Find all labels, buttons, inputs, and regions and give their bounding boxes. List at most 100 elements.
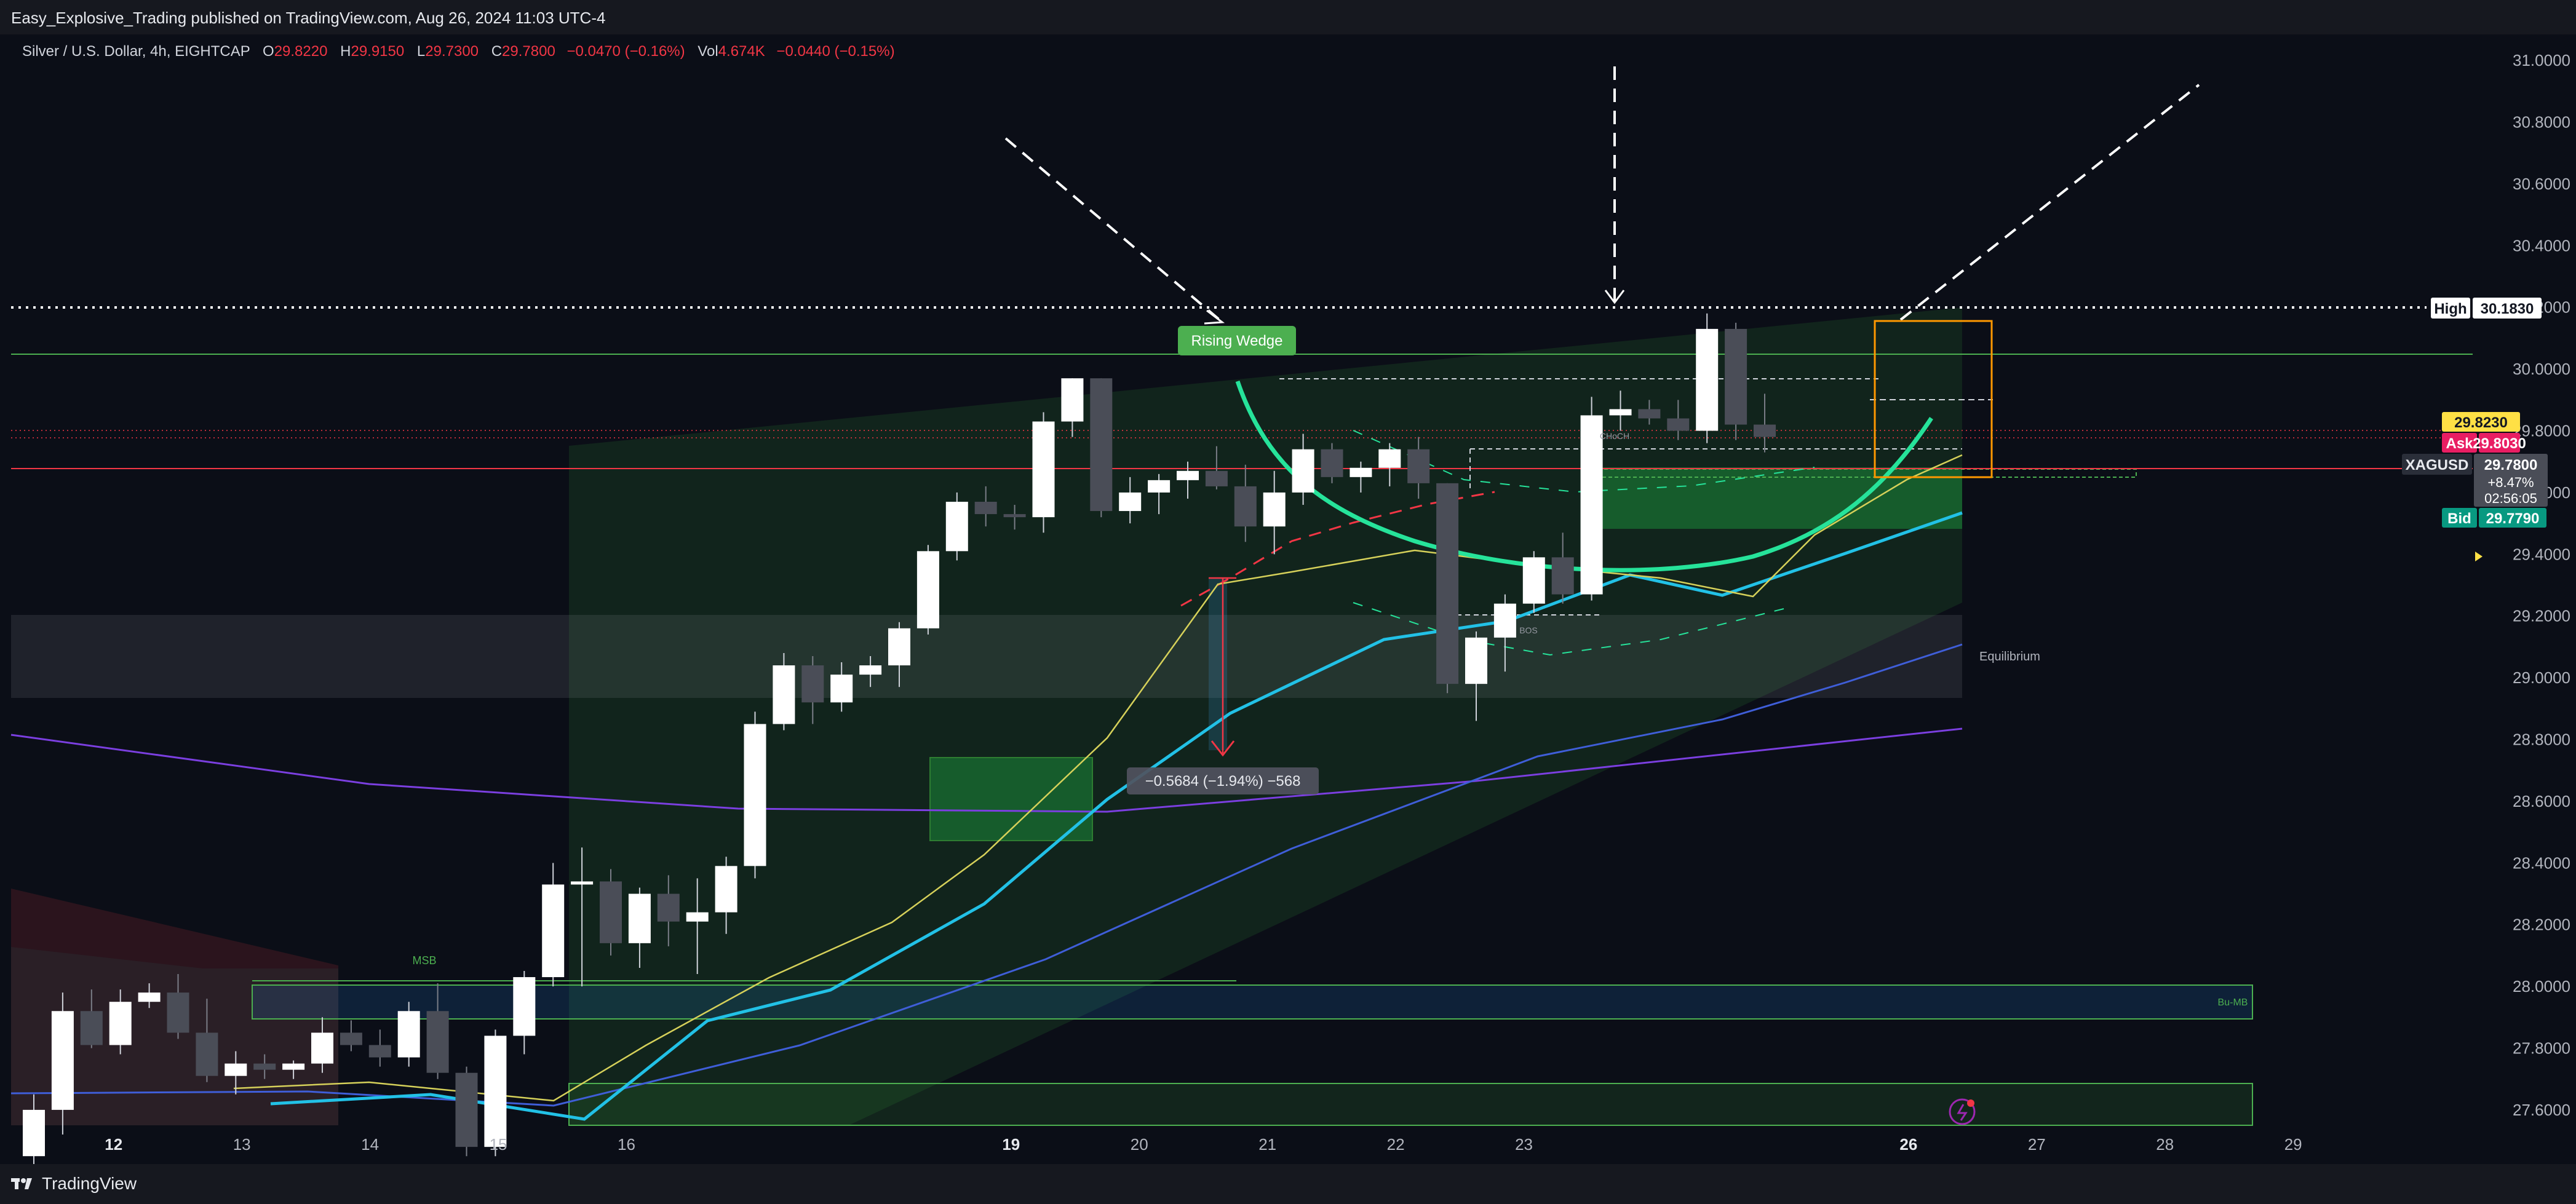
low-label: L <box>416 43 426 60</box>
candle-body-39 <box>1148 480 1171 493</box>
candle-body-57 <box>1667 418 1690 431</box>
high-value: 29.9150 <box>351 43 405 60</box>
ema-long <box>10 727 1963 813</box>
candle-body-31 <box>916 551 939 628</box>
candle-body-45 <box>1321 449 1343 477</box>
open-value: 29.8220 <box>274 43 328 60</box>
candle-body-16 <box>484 1036 507 1147</box>
tradingview-logo-icon <box>11 1178 32 1189</box>
candle-body-46 <box>1350 467 1372 477</box>
candle-body-34 <box>1003 514 1026 518</box>
measure-arrow <box>1210 740 1235 757</box>
candle-body-41 <box>1205 470 1228 486</box>
rising-wedge-badge <box>1178 326 1296 355</box>
symbol-badge-countdown: 02:56:05 <box>2484 491 2537 506</box>
last-price-badge-bg <box>2442 412 2520 432</box>
x-tick-label: 13 <box>233 1135 251 1154</box>
symbol-title: Silver / U.S. Dollar, 4h, EIGHTCAP <box>22 43 250 60</box>
candle-body-60 <box>1754 424 1776 437</box>
candle-body-10 <box>311 1032 333 1064</box>
y-tick-label: 31.0000 <box>2513 51 2570 69</box>
candle-body-22 <box>657 893 680 922</box>
candle-body-24 <box>715 866 737 913</box>
candle-body-44 <box>1292 449 1314 493</box>
ask-badge-label-bg <box>2442 433 2477 453</box>
close-label: C <box>491 43 503 60</box>
x-tick-label: 15 <box>490 1135 507 1154</box>
y-tick-label: 30.8000 <box>2513 113 2570 132</box>
candle-body-42 <box>1234 486 1257 527</box>
y-tick-label: 29.4000 <box>2513 545 2570 563</box>
x-tick-label: 26 <box>1899 1135 1917 1154</box>
candle-body-13 <box>397 1011 420 1058</box>
bullish-zone-left <box>11 947 338 1125</box>
arrow-center-head <box>1604 290 1625 304</box>
header-bar: Easy_Explosive_Trading published on Trad… <box>0 0 2576 34</box>
candle-body-8 <box>253 1063 276 1070</box>
candle-body-58 <box>1696 328 1719 431</box>
close-value: 29.7800 <box>502 43 555 60</box>
candle-body-2 <box>80 1011 103 1045</box>
symbol-badge-bg <box>2474 454 2548 507</box>
y-tick-label: 27.8000 <box>2513 1039 2570 1058</box>
candle-body-5 <box>167 992 189 1033</box>
candle-body-12 <box>368 1045 391 1058</box>
msb-label: MSB <box>412 954 436 967</box>
bu-mb-label: Bu-MB <box>2218 997 2248 1008</box>
footer-brand-name: TradingView <box>42 1174 137 1193</box>
candle-body-59 <box>1725 328 1747 425</box>
x-tick-label: 28 <box>2156 1135 2174 1154</box>
high-badge-label-bg <box>2431 298 2470 319</box>
bid-badge-label-bg <box>2442 508 2477 528</box>
candle-body-23 <box>686 912 709 922</box>
x-tick-label: 14 <box>361 1135 379 1154</box>
bid-badge-value-bg <box>2479 508 2546 528</box>
symbol-badge-label-bg <box>2402 454 2472 475</box>
y-tick-label: 30.0000 <box>2513 360 2570 378</box>
candle-body-30 <box>888 628 910 666</box>
arrow-left-head <box>1204 309 1225 325</box>
y-tick-label: 28.8000 <box>2513 731 2570 749</box>
arrow-left <box>1004 137 1222 322</box>
volume-change: −0.0440 (−0.15%) <box>776 43 895 60</box>
ohlc-legend: Silver / U.S. Dollar, 4h, EIGHTCAP O29.8… <box>22 43 895 60</box>
candle-body-6 <box>196 1032 218 1076</box>
equilibrium-band <box>11 615 1962 698</box>
footer-brand[interactable]: TradingView <box>11 1174 137 1194</box>
y-tick-label: 29.8000 <box>2513 422 2570 440</box>
y-tick-label: 30.6000 <box>2513 175 2570 193</box>
candle-body-25 <box>744 724 766 866</box>
high-badge-label: High <box>2434 301 2467 317</box>
open-label: O <box>263 43 274 60</box>
current-candle-box <box>1874 320 1993 478</box>
candle-body-38 <box>1119 492 1142 512</box>
candle-body-27 <box>801 665 824 703</box>
candle-body-1 <box>51 1011 74 1110</box>
last-price-badge: 29.8230 <box>2454 414 2508 431</box>
candle-body-0 <box>23 1109 45 1157</box>
volume-label: Vol <box>698 43 718 60</box>
y-tick-label: 30.4000 <box>2513 236 2570 255</box>
candle-body-36 <box>1061 378 1084 422</box>
equilibrium-label: Equilibrium <box>1979 650 2040 663</box>
low-value: 29.7300 <box>425 43 479 60</box>
ema-slow <box>10 643 1963 1107</box>
candle-body-26 <box>773 665 795 724</box>
x-tick-label: 12 <box>105 1135 122 1154</box>
ema-mid <box>270 511 1963 1121</box>
candle-body-20 <box>600 881 622 943</box>
fvg-box <box>1585 469 2137 478</box>
symbol-badge-change: +8.47% <box>2487 475 2534 490</box>
candle-body-28 <box>830 675 853 703</box>
demand-zone-bottom <box>568 1083 2253 1126</box>
bid-badge-value: 29.7790 <box>2486 510 2540 527</box>
candle-body-40 <box>1177 470 1199 480</box>
candle-body-29 <box>859 665 882 675</box>
candle-body-47 <box>1378 449 1401 468</box>
ask-badge-value: 29.8030 <box>2473 435 2526 452</box>
y-tick-label: 29.2000 <box>2513 607 2570 625</box>
arrow-right <box>1899 84 2200 321</box>
bos-label: BOS <box>1519 625 1538 635</box>
alert-bolt-icon <box>1957 1104 1968 1121</box>
